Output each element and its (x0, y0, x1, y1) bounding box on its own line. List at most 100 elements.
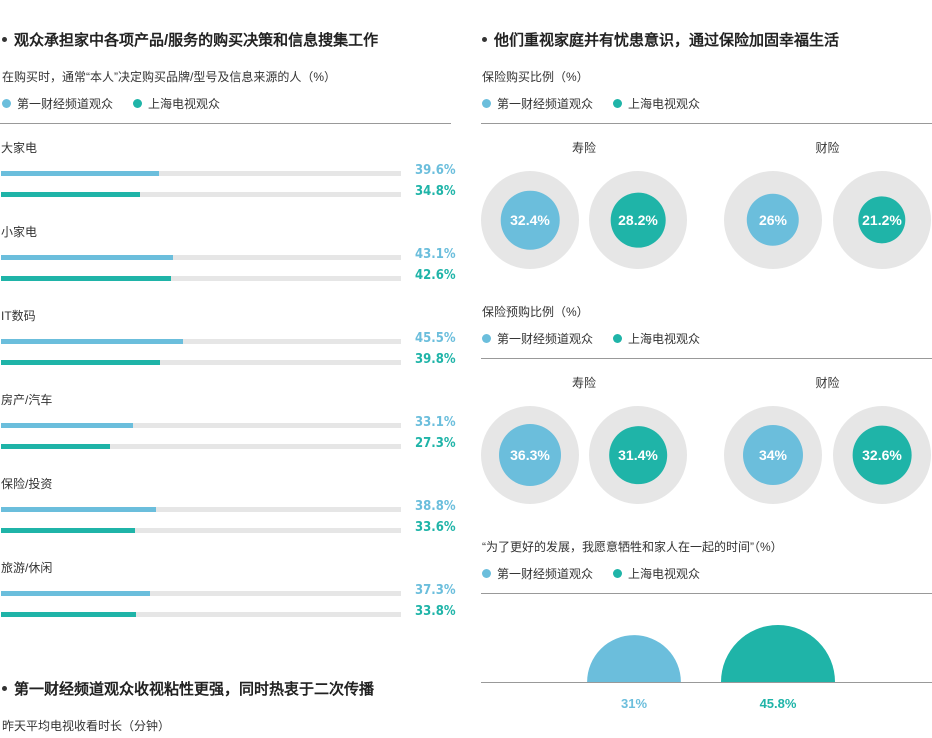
legend-label-s1: 第一财经频道观众 (497, 332, 594, 346)
legend-swatch-s2 (613, 99, 623, 108)
bar-track (1, 192, 401, 197)
legend-item-s1: 第一财经频道观众 (2, 95, 113, 112)
legend-label-s2: 上海电视观众 (148, 97, 221, 111)
ring1-subtitle: 保险购买比例（%） (482, 70, 589, 84)
bar-s1 (1, 255, 174, 260)
bar-value-label: 43.1% (415, 247, 456, 262)
bar-value-label: 45.5% (415, 331, 456, 346)
legend-label-s1: 第一财经频道观众 (497, 567, 594, 581)
semi-value-label: 31% (620, 696, 648, 711)
ring-s1 (746, 193, 800, 247)
ring-outer: 28.2% (589, 171, 687, 269)
ring-outer: 21.2% (833, 171, 931, 269)
bar-track (1, 591, 401, 596)
bar-value-label: 33.6% (415, 520, 456, 535)
left-section2-title-text: 第一财经频道观众收视粘性更强，同时热衷于二次传播 (14, 681, 375, 698)
legend-swatch-s1 (482, 569, 491, 578)
ring-value-label: 32.6% (862, 447, 902, 463)
ring-outer: 32.4% (481, 171, 579, 269)
ring2-subtitle: 保险预购比例（%） (482, 305, 589, 319)
semi-divider-top (481, 593, 932, 594)
bar-track (1, 171, 401, 176)
legend-item-s2: 上海电视观众 (613, 95, 700, 112)
bar-value-label: 34.8% (415, 184, 456, 199)
bar-value-label: 27.3% (415, 436, 456, 451)
legend-item-s2: 上海电视观众 (133, 95, 220, 112)
bar-value-label: 39.8% (415, 352, 456, 367)
bar-value-label: 37.3% (415, 583, 456, 598)
legend-label-s2: 上海电视观众 (628, 332, 701, 346)
ring1-divider (481, 123, 932, 124)
bar-value-label: 38.8% (415, 499, 456, 514)
ring-value-label: 32.4% (510, 212, 550, 228)
ring-outer: 34% (724, 406, 822, 504)
ring-s2 (609, 426, 667, 484)
legend-swatch-s2 (613, 569, 623, 578)
semi-circle-svg (481, 625, 932, 683)
bar-category-label: 房产/汽车 (1, 393, 53, 407)
ring1-legend: 第一财经频道观众 上海电视观众 (482, 95, 720, 112)
ring-value-label: 36.3% (510, 447, 550, 463)
bar-track (1, 339, 401, 344)
bar-track (1, 360, 401, 365)
legend-item-s1: 第一财经频道观众 (482, 95, 593, 112)
right-section-title-text: 他们重视家庭并有忧患意识，通过保险加固幸福生活 (494, 32, 840, 49)
ring-group-label: 寿险 (571, 376, 596, 390)
semi-circle-s2 (721, 625, 835, 682)
bar-s1 (1, 423, 134, 428)
bar-value-label: 42.6% (415, 268, 456, 283)
bar-track (1, 612, 401, 617)
bar-value-label: 33.8% (415, 604, 456, 619)
legend-label-s2: 上海电视观众 (628, 97, 701, 111)
bar-track (1, 276, 401, 281)
bar-value-label: 39.6% (415, 163, 456, 178)
bar-category-label: 小家电 (1, 225, 38, 239)
right-section-title: 他们重视家庭并有忧患意识，通过保险加固幸福生活 (482, 29, 839, 50)
bar-value-label: 33.1% (415, 415, 456, 430)
ring-group-label: 寿险 (571, 141, 596, 155)
left-divider (0, 123, 451, 124)
ring-group-label: 财险 (815, 141, 840, 155)
ring-outer: 36.3% (481, 406, 579, 504)
left-section-title: 观众承担家中各项产品/服务的购买决策和信息搜集工作 (2, 29, 378, 50)
left-section2-title: 第一财经频道观众收视粘性更强，同时热衷于二次传播 (2, 678, 374, 699)
semi-legend: 第一财经频道观众 上海电视观众 (482, 565, 720, 582)
ring-s1 (500, 190, 560, 250)
bar-s2 (1, 444, 111, 449)
bar-s2 (1, 612, 137, 617)
legend-label-s2: 上海电视观众 (628, 567, 701, 581)
bar-s2 (1, 192, 141, 197)
bar-category-label: 保险/投资 (1, 477, 53, 491)
legend-label-s1: 第一财经频道观众 (497, 97, 594, 111)
bar-track (1, 444, 401, 449)
bar-track (1, 507, 401, 512)
legend-item-s2: 上海电视观众 (613, 565, 700, 582)
bar-s1 (1, 591, 151, 596)
ring-s1 (499, 424, 561, 486)
legend-swatch-s2 (613, 334, 623, 343)
ring-value-label: 31.4% (618, 447, 658, 463)
left-section2-subtitle: 昨天平均电视收看时长（分钟） (2, 719, 171, 733)
ring-s2 (610, 192, 666, 248)
bar-category-label: IT数码 (1, 309, 36, 323)
left-section-title-text: 观众承担家中各项产品/服务的购买决策和信息搜集工作 (14, 32, 379, 49)
ring2-divider (481, 358, 932, 359)
semi-subtitle: “为了更好的发展，我愿意牺牲和家人在一起的时间”（%） (482, 540, 783, 554)
ring-outer: 26% (724, 171, 822, 269)
ring-value-label: 21.2% (862, 212, 902, 228)
bar-track (1, 255, 401, 260)
legend-swatch-s2 (133, 99, 143, 108)
bullet-icon (2, 36, 7, 42)
ring-value-label: 34% (758, 447, 788, 463)
ring-s2 (858, 196, 906, 244)
legend-label-s1: 第一财经频道观众 (17, 97, 114, 111)
ring-s2 (852, 425, 912, 485)
bullet-icon (2, 685, 7, 691)
bar-s2 (1, 360, 161, 365)
legend-item-s1: 第一财经频道观众 (482, 565, 593, 582)
ring2-legend: 第一财经频道观众 上海电视观众 (482, 330, 720, 347)
bar-track (1, 423, 401, 428)
bar-category-label: 旅游/休闲 (1, 561, 53, 575)
legend-swatch-s1 (482, 99, 491, 108)
bar-s1 (1, 339, 183, 344)
